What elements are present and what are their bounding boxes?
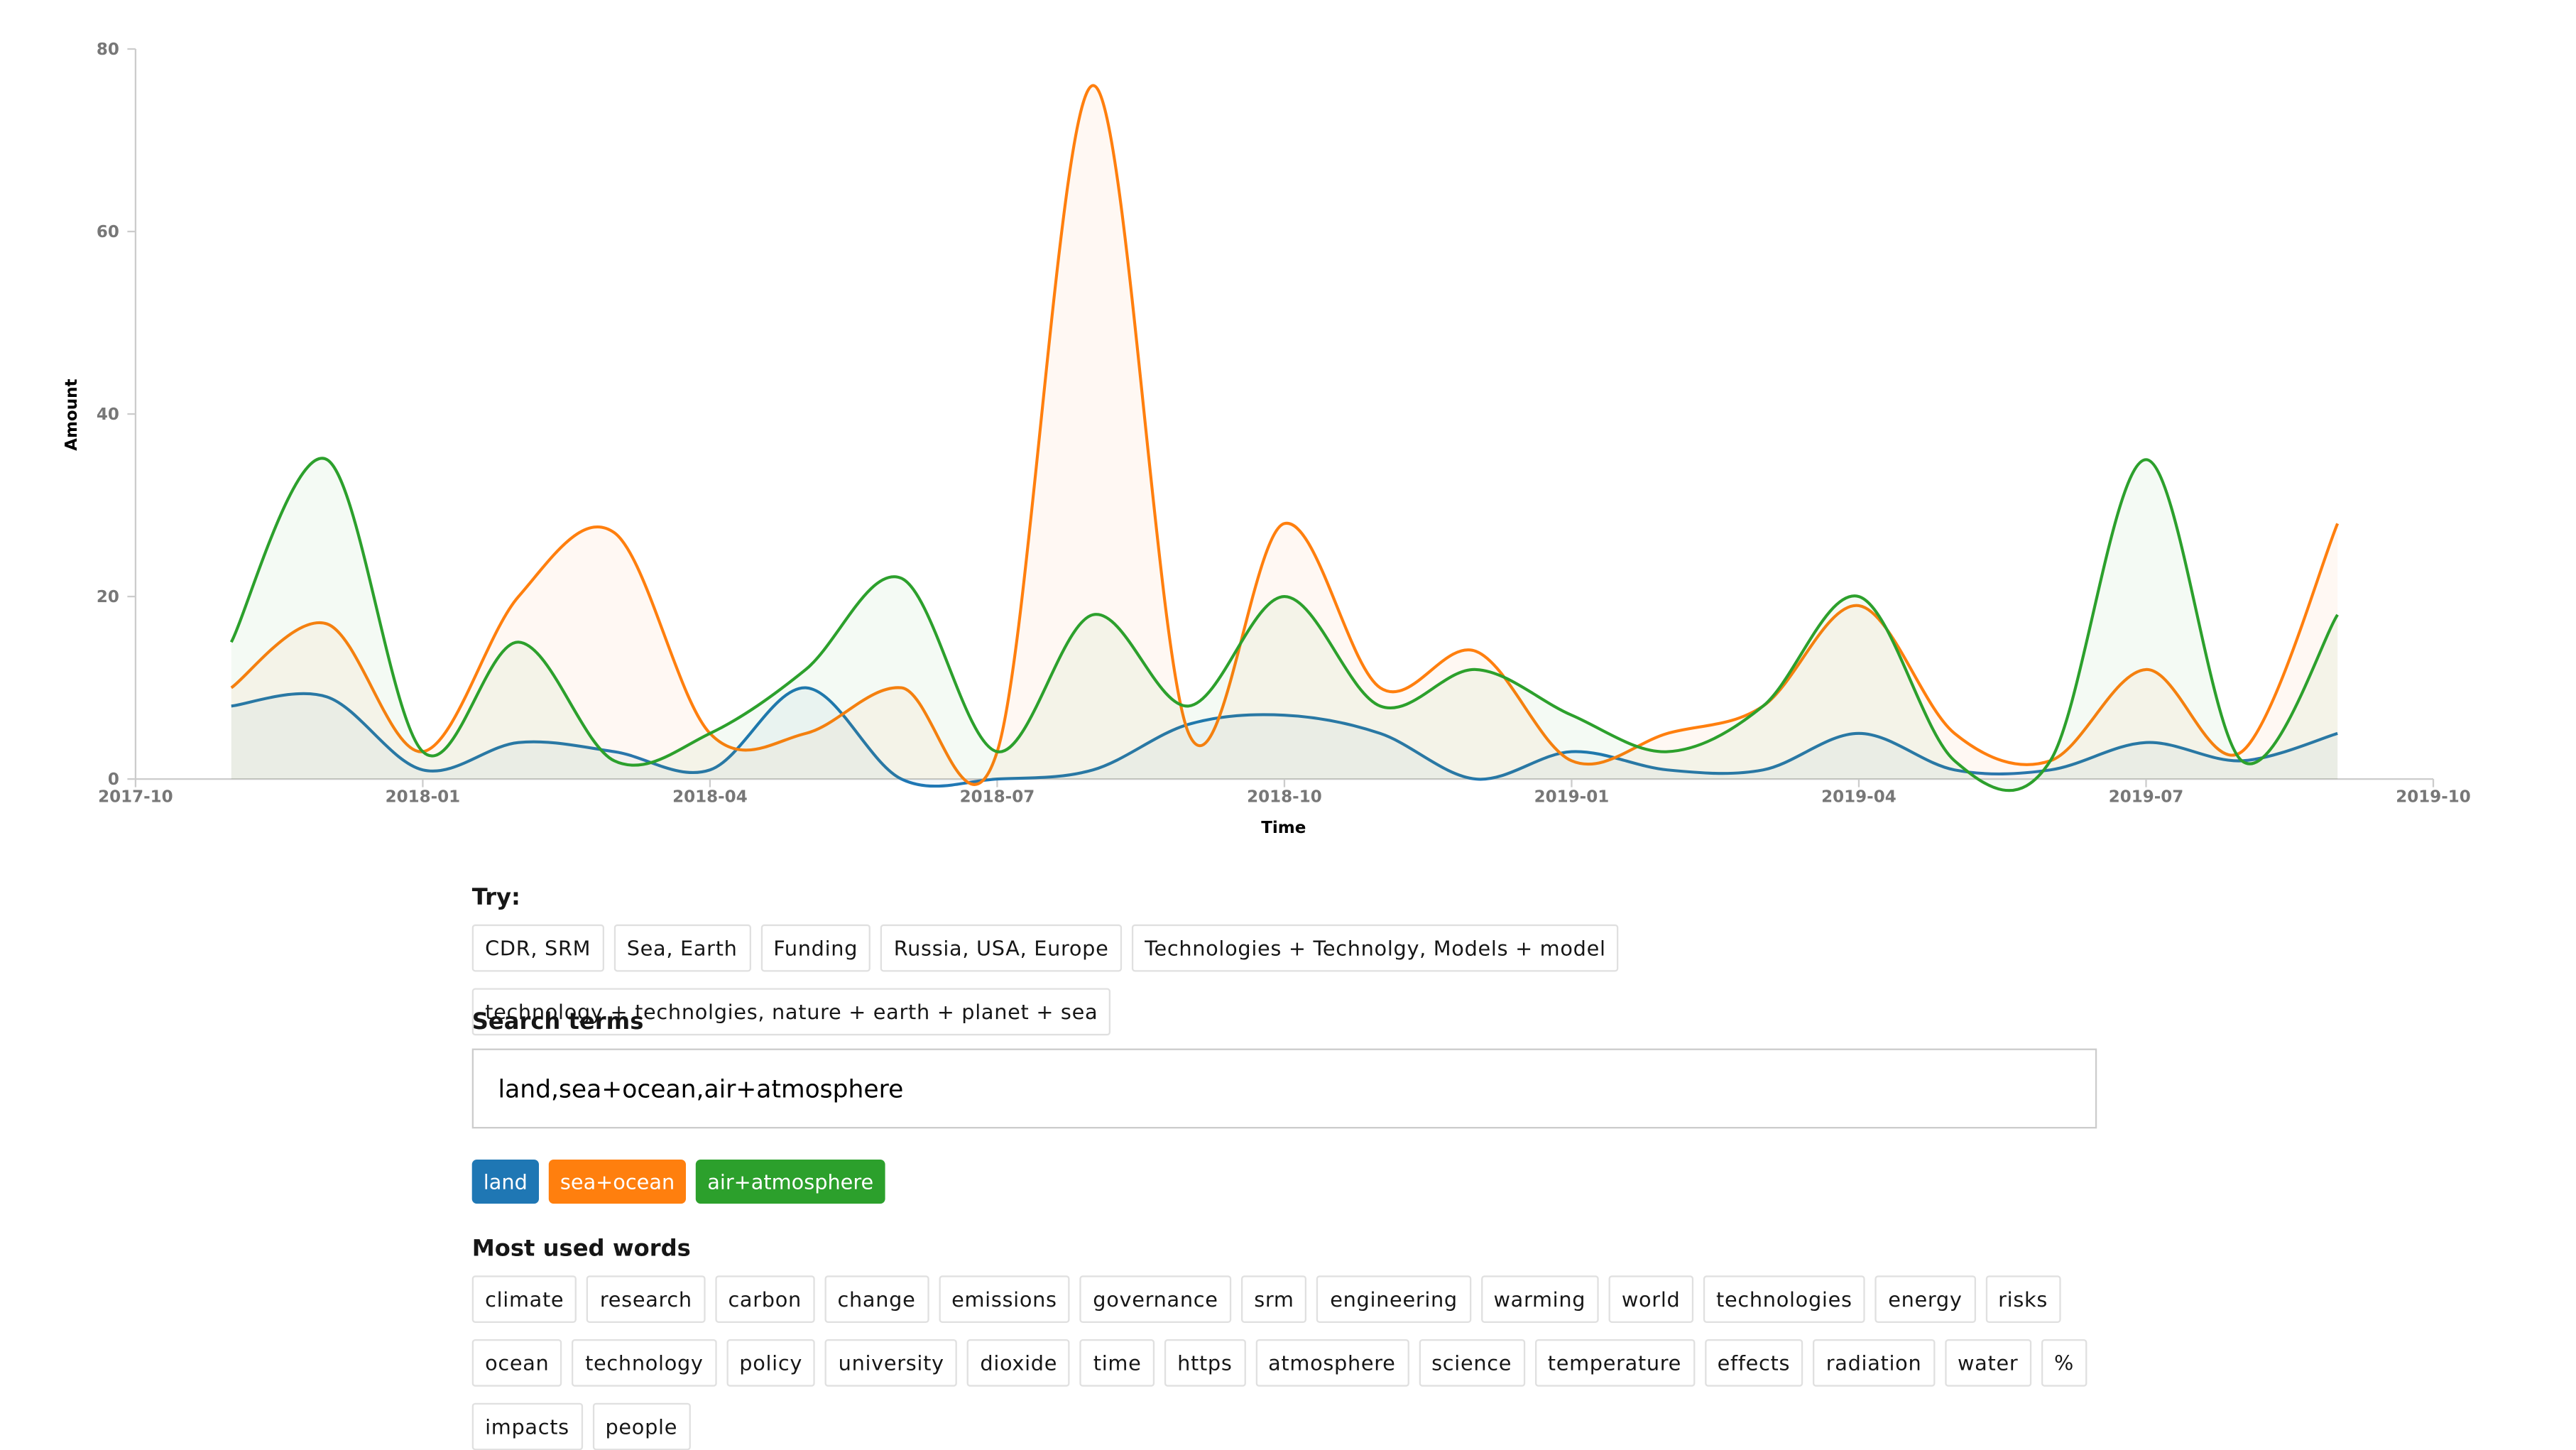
x-tick-label: 2018-07 [960, 787, 1035, 806]
y-tick-label: 80 [97, 40, 119, 59]
word-chip[interactable]: atmosphere [1255, 1339, 1409, 1387]
series-line [229, 457, 2339, 792]
series-tags: land sea+ocean air+atmosphere [471, 1160, 2097, 1204]
word-chip[interactable]: energy [1874, 1275, 1975, 1323]
word-chip[interactable]: effects [1704, 1339, 1803, 1387]
search-input[interactable] [471, 1048, 2097, 1129]
word-chip[interactable]: time [1080, 1339, 1155, 1387]
x-tick-label: 2017-10 [98, 787, 173, 806]
x-tick-label: 2019-10 [2396, 787, 2471, 806]
series-line [230, 84, 2340, 786]
page: Amount Time 0 20 40 60 80 2017-10 2018-01 2018-… [62, 40, 2471, 1450]
x-tick-label: 2018-01 [386, 787, 461, 806]
word-chip[interactable]: radiation [1813, 1339, 1935, 1387]
word-chip[interactable]: warming [1480, 1275, 1599, 1323]
word-chip[interactable]: carbon [715, 1275, 815, 1323]
word-chip[interactable]: governance [1079, 1275, 1232, 1323]
series-line [231, 686, 2338, 788]
word-chip[interactable]: university [825, 1339, 958, 1387]
try-chip[interactable]: CDR, SRM [471, 924, 604, 972]
search-label: Search terms [471, 1009, 644, 1036]
series-tag[interactable]: air+atmosphere [696, 1160, 885, 1204]
word-chip[interactable]: technologies [1703, 1275, 1866, 1323]
word-chip[interactable]: https [1164, 1339, 1245, 1387]
word-chip[interactable]: temperature [1534, 1339, 1695, 1387]
y-tick-label: 60 [97, 223, 119, 241]
series-tag[interactable]: land [471, 1160, 539, 1204]
word-chip[interactable]: world [1608, 1275, 1693, 1323]
x-tick-label: 2019-04 [1821, 787, 1896, 806]
x-tick-label: 2019-07 [2109, 787, 2184, 806]
series-area [231, 687, 2338, 787]
word-chip[interactable]: impacts [471, 1402, 583, 1450]
try-chip[interactable]: Russia, USA, Europe [880, 924, 1122, 972]
most-used-label: Most used words [471, 1236, 691, 1263]
word-chip[interactable]: climate [471, 1275, 577, 1323]
try-chip[interactable]: Technologies + Technolgy, Models + model [1131, 924, 1620, 972]
word-chip[interactable]: water [1944, 1339, 2031, 1387]
try-options: CDR, SRM Sea, Earth Funding Russia, USA, Eu… [471, 924, 2097, 1036]
x-axis-label: Time [1261, 819, 1306, 837]
word-chip[interactable]: srm [1240, 1275, 1308, 1323]
x-tick-label: 2019-01 [1534, 787, 1610, 806]
chart: Amount Time 0 20 40 60 80 2017-10 2018-01 2018-… [62, 40, 2471, 837]
try-chip[interactable]: Sea, Earth [613, 924, 751, 972]
word-chip[interactable]: research [586, 1275, 706, 1323]
word-chip[interactable]: risks [1985, 1275, 2061, 1323]
series-area [231, 458, 2338, 791]
try-chip[interactable]: technology + technolgies, nature + earth… [471, 988, 1111, 1036]
most-used-section: Most used words climate research carbon cha… [471, 1236, 2097, 1450]
word-chip[interactable]: technology [572, 1339, 717, 1387]
word-chip[interactable]: people [592, 1402, 691, 1450]
word-chip[interactable]: % [2041, 1339, 2087, 1387]
y-axis-label: Amount [62, 379, 81, 451]
y-tick-label: 40 [97, 405, 119, 424]
word-chip[interactable]: policy [726, 1339, 816, 1387]
try-chip[interactable]: Funding [760, 924, 871, 972]
y-tick-label: 20 [97, 588, 119, 606]
word-chip[interactable]: engineering [1316, 1275, 1471, 1323]
word-chip[interactable]: change [824, 1275, 929, 1323]
y-tick-label: 0 [108, 770, 119, 789]
word-chip[interactable]: science [1418, 1339, 1525, 1387]
series-area [231, 85, 2338, 785]
try-section: Try: CDR, SRM Sea, Earth Funding Russia, US… [471, 885, 2097, 1036]
x-tick-label: 2018-10 [1247, 787, 1322, 806]
series-tag[interactable]: sea+ocean [548, 1160, 687, 1204]
x-tick-label: 2018-04 [672, 787, 748, 806]
word-list: climate research carbon change emissions gove… [471, 1275, 2097, 1450]
word-chip[interactable]: emissions [938, 1275, 1071, 1323]
try-label: Try: [471, 885, 520, 912]
word-chip[interactable]: dioxide [966, 1339, 1071, 1387]
word-chip[interactable]: ocean [471, 1339, 562, 1387]
